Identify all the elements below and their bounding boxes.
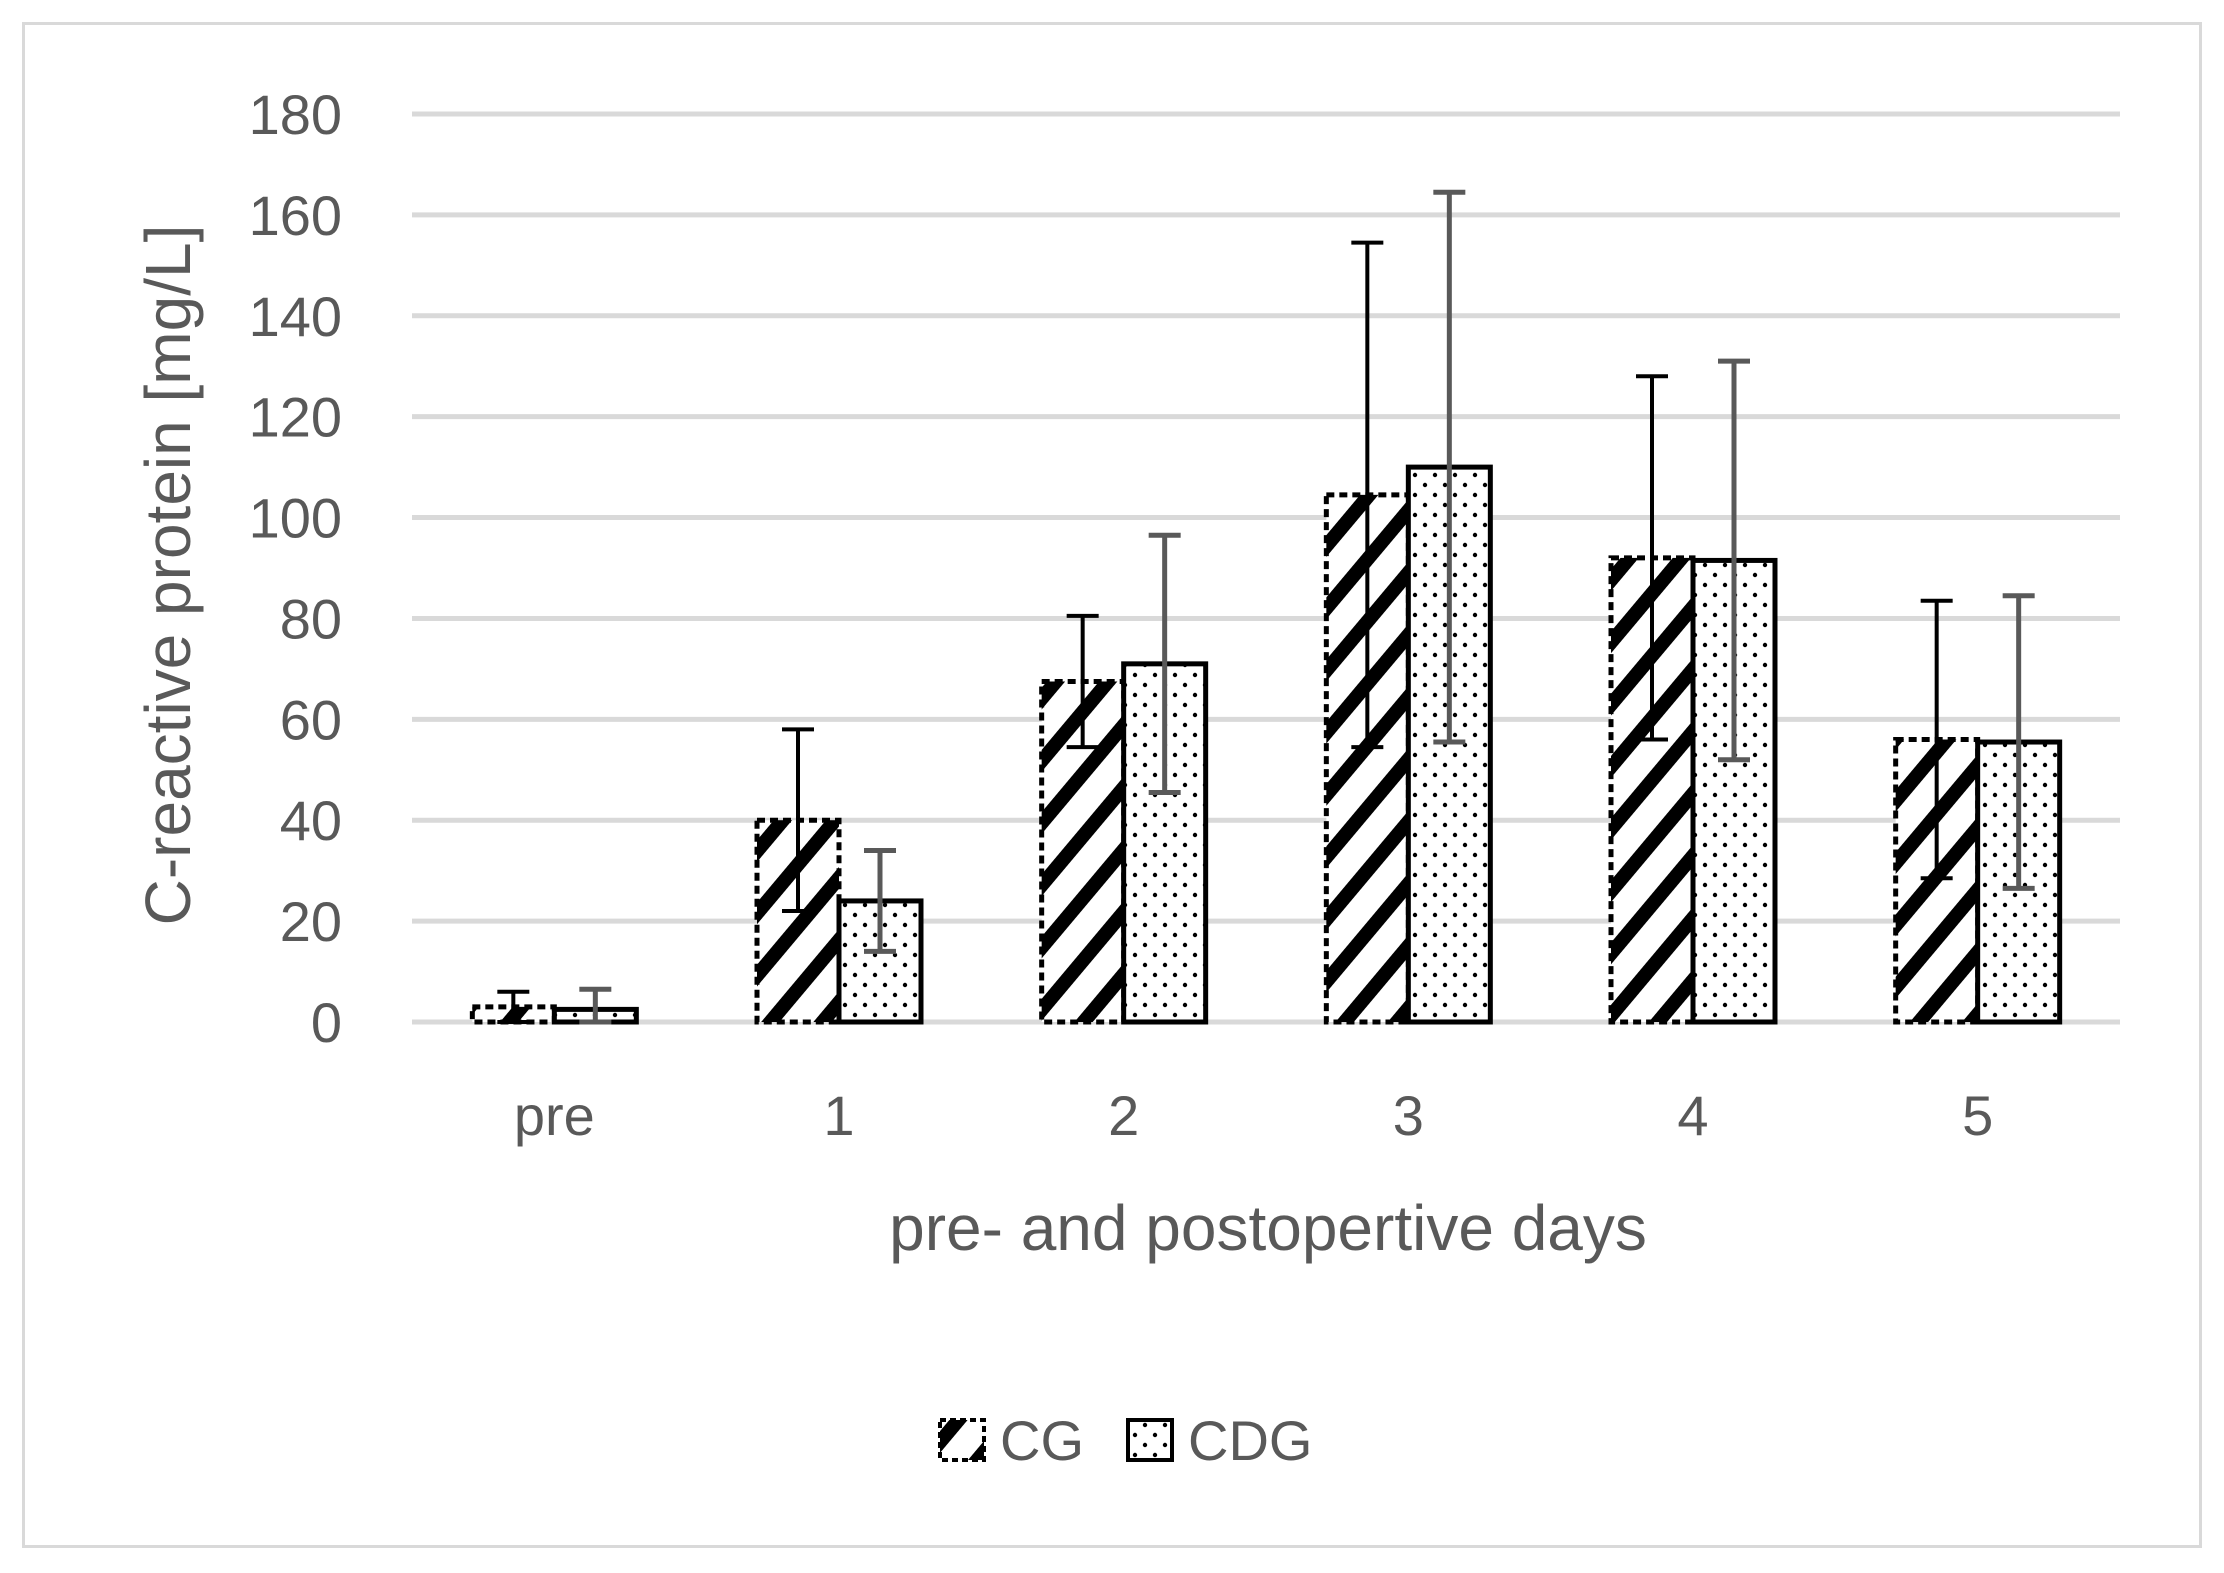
y-tick-label: 40 (280, 789, 342, 852)
y-tick-label: 120 (249, 386, 342, 449)
legend-swatch-cdg (1126, 1418, 1174, 1462)
y-tick-label: 80 (280, 587, 342, 650)
y-tick-label: 0 (311, 991, 342, 1054)
y-tick-label: 180 (249, 83, 342, 146)
y-axis-ticks: 0 20 40 60 80 100 120 140 160 180 (249, 83, 342, 1054)
legend-label-cdg: CDG (1188, 1409, 1312, 1472)
x-tick-label: 5 (1962, 1084, 1993, 1147)
y-tick-label: 100 (249, 487, 342, 550)
x-tick-label: 3 (1393, 1084, 1424, 1147)
y-tick-label: 160 (249, 184, 342, 247)
x-axis-title: pre- and postopertive days (889, 1192, 1647, 1264)
y-tick-label: 60 (280, 688, 342, 751)
bars (469, 464, 2063, 1025)
error-bars (497, 189, 2035, 1025)
legend: CG CDG (938, 1409, 1312, 1472)
x-tick-label: pre (514, 1084, 595, 1147)
legend-label-cg: CG (1000, 1409, 1084, 1472)
y-tick-label: 140 (249, 285, 342, 348)
x-tick-label: 4 (1677, 1084, 1708, 1147)
x-tick-label: 1 (823, 1084, 854, 1147)
x-axis-ticks: pre 1 2 3 4 5 (514, 1084, 1993, 1147)
gridlines (412, 111, 2120, 1025)
x-tick-label: 2 (1108, 1084, 1139, 1147)
y-tick-label: 20 (280, 890, 342, 953)
y-axis-title: C-reactive protein [mg/L] (132, 225, 204, 926)
legend-swatch-cg (938, 1418, 986, 1462)
